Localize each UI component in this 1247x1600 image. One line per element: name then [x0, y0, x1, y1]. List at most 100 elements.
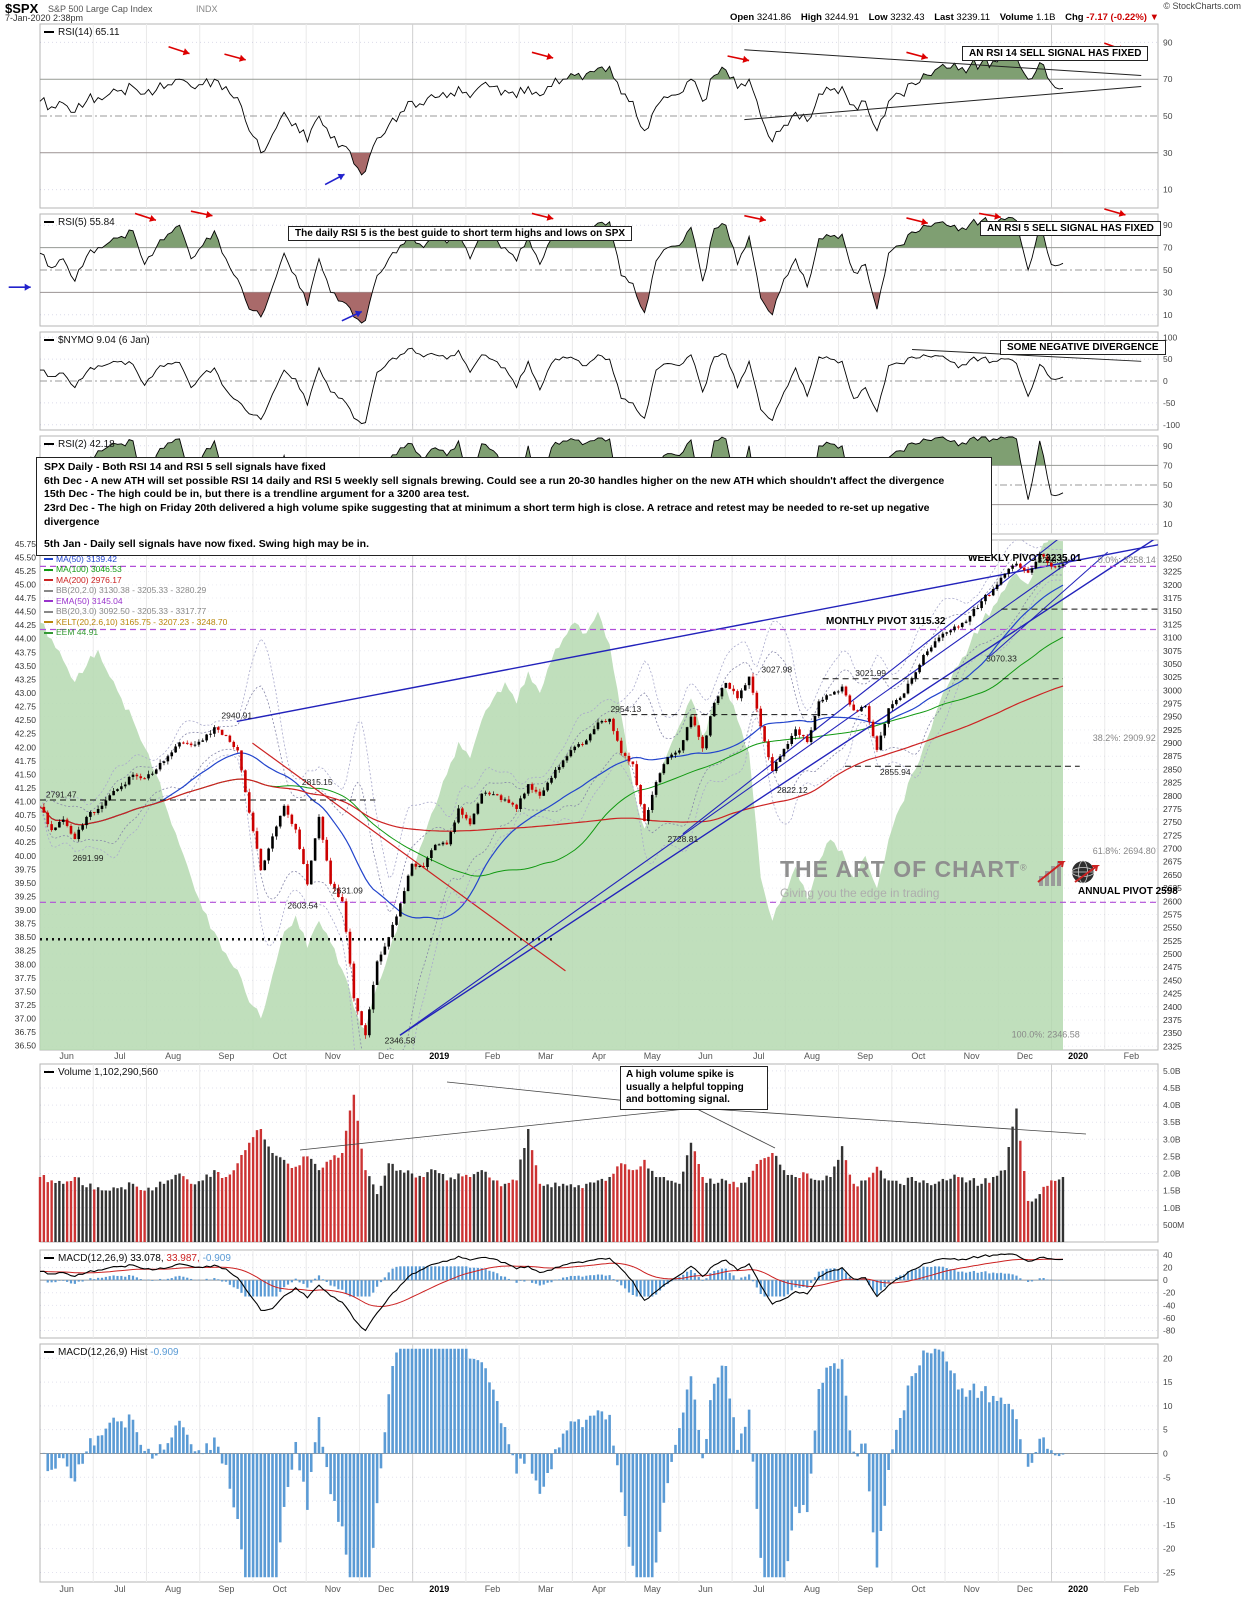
svg-text:43.50: 43.50	[15, 661, 37, 671]
svg-text:4.5B: 4.5B	[1163, 1083, 1181, 1093]
nymo-title: $NYMO 9.04 (6 Jan)	[44, 335, 150, 346]
svg-text:45.25: 45.25	[15, 566, 37, 576]
monthly-pivot-label: MONTHLY PIVOT 3115.32	[826, 616, 946, 627]
svg-text:41.00: 41.00	[15, 797, 37, 807]
volume-value: 1.1B	[1035, 12, 1056, 23]
svg-text:50: 50	[1163, 265, 1173, 275]
volume-title: Volume 1,102,290,560	[44, 1067, 158, 1078]
svg-text:Nov: Nov	[325, 1051, 342, 1061]
svg-text:45.75: 45.75	[15, 539, 37, 549]
svg-text:42.50: 42.50	[15, 715, 37, 725]
svg-text:3075: 3075	[1163, 646, 1182, 656]
svg-text:38.25: 38.25	[15, 946, 37, 956]
svg-text:Nov: Nov	[964, 1051, 981, 1061]
svg-text:44.75: 44.75	[15, 593, 37, 603]
svg-text:40: 40	[1163, 1250, 1173, 1260]
svg-text:3100: 3100	[1163, 633, 1182, 643]
svg-text:Feb: Feb	[1124, 1584, 1140, 1594]
svg-text:Oct: Oct	[911, 1051, 926, 1061]
svg-text:Dec: Dec	[378, 1584, 395, 1594]
svg-text:5: 5	[1163, 1425, 1168, 1435]
svg-text:Jul: Jul	[114, 1584, 126, 1594]
svg-text:2855.94: 2855.94	[880, 767, 911, 777]
svg-text:2325: 2325	[1163, 1041, 1182, 1051]
svg-text:2.5B: 2.5B	[1163, 1151, 1181, 1161]
svg-text:20: 20	[1163, 1353, 1173, 1363]
svg-text:2.0B: 2.0B	[1163, 1169, 1181, 1179]
svg-text:2791.47: 2791.47	[46, 790, 77, 800]
svg-text:2575: 2575	[1163, 909, 1182, 919]
svg-text:-20: -20	[1163, 1288, 1176, 1298]
svg-text:44.00: 44.00	[15, 634, 37, 644]
svg-text:39.00: 39.00	[15, 905, 37, 915]
svg-text:Mar: Mar	[538, 1051, 554, 1061]
svg-text:-100: -100	[1163, 420, 1180, 430]
svg-text:2725: 2725	[1163, 830, 1182, 840]
svg-text:0: 0	[1163, 1448, 1168, 1458]
svg-text:2950: 2950	[1163, 712, 1182, 722]
open-value: 3241.86	[756, 12, 792, 23]
svg-text:2975: 2975	[1163, 698, 1182, 708]
legend-item: EEM 44.91	[44, 627, 227, 638]
chg-label: Chg	[1065, 12, 1084, 23]
symbol: $SPX	[5, 1, 39, 16]
svg-text:3027.98: 3027.98	[761, 665, 792, 675]
svg-text:Aug: Aug	[804, 1051, 820, 1061]
svg-text:5.0B: 5.0B	[1163, 1066, 1181, 1076]
legend-item: BB(20,3.0) 3092.50 - 3205.33 - 3317.77	[44, 606, 227, 617]
svg-text:Aug: Aug	[804, 1584, 820, 1594]
svg-text:-10: -10	[1163, 1496, 1176, 1506]
art-of-chart-logo: THE ART OF CHART® Giving you the edge in…	[780, 856, 1101, 900]
svg-text:2650: 2650	[1163, 870, 1182, 880]
open-label: Open	[729, 12, 755, 23]
rsi5-title: RSI(5) 55.84	[44, 217, 115, 228]
commentary-line: 5th Jan - Daily sell signals have now fi…	[44, 538, 369, 551]
svg-text:10: 10	[1163, 310, 1173, 320]
price-legend: $SPX (Daily) 3239.11MA(50) 3139.42MA(100…	[44, 543, 227, 638]
svg-text:Jun: Jun	[698, 1584, 713, 1594]
svg-text:May: May	[644, 1051, 662, 1061]
svg-text:Jul: Jul	[753, 1051, 765, 1061]
svg-text:Jun: Jun	[59, 1051, 74, 1061]
svg-text:40.50: 40.50	[15, 824, 37, 834]
svg-text:2940.91: 2940.91	[221, 711, 252, 721]
rsi14-sell-annotation: AN RSI 14 SELL SIGNAL HAS FIXED	[962, 46, 1149, 61]
svg-text:2450: 2450	[1163, 975, 1182, 985]
svg-text:50: 50	[1163, 111, 1173, 121]
svg-text:2925: 2925	[1163, 725, 1182, 735]
svg-text:41.25: 41.25	[15, 783, 37, 793]
hist-title: MACD(12,26,9) Hist -0.909	[44, 1347, 179, 1358]
legend-item: MA(200) 2976.17	[44, 575, 227, 586]
svg-text:40.25: 40.25	[15, 837, 37, 847]
logo-chart-globe-icon	[1037, 860, 1101, 886]
series-icon	[44, 31, 54, 34]
chg-value: -7.17 (-0.22%) ▼	[1086, 12, 1159, 23]
copyright: © StockCharts.com	[1163, 1, 1241, 11]
svg-text:10: 10	[1163, 185, 1173, 195]
weekly-pivot-label: WEEKLY PIVOT 3235.01	[968, 553, 1082, 564]
svg-text:Feb: Feb	[485, 1584, 501, 1594]
svg-text:43.75: 43.75	[15, 647, 37, 657]
svg-text:Dec: Dec	[1017, 1584, 1034, 1594]
svg-text:0.0%: 3258.14: 0.0%: 3258.14	[1098, 555, 1156, 565]
svg-text:Feb: Feb	[485, 1051, 501, 1061]
svg-text:May: May	[644, 1584, 662, 1594]
macd-hist-panel: 20 15 10 5 0 -5 -10 -15 -20 -25	[39, 1343, 1176, 1583]
svg-text:-50: -50	[1163, 398, 1176, 408]
commentary-line: 6th Dec - A new ATH will set possible RS…	[44, 474, 945, 487]
commentary-box: SPX Daily - Both RSI 14 and RSI 5 sell s…	[36, 457, 992, 556]
svg-text:Nov: Nov	[325, 1584, 342, 1594]
svg-text:40.75: 40.75	[15, 810, 37, 820]
svg-text:38.2%: 2909.92: 38.2%: 2909.92	[1093, 733, 1156, 743]
svg-text:Aug: Aug	[165, 1584, 181, 1594]
svg-text:38.00: 38.00	[15, 959, 37, 969]
svg-text:Jul: Jul	[114, 1051, 126, 1061]
svg-text:2625: 2625	[1163, 883, 1182, 893]
svg-text:20: 20	[1163, 1263, 1173, 1273]
commentary-line: SPX Daily - Both RSI 14 and RSI 5 sell s…	[44, 461, 326, 473]
svg-text:1.5B: 1.5B	[1163, 1186, 1181, 1196]
svg-text:2728.81: 2728.81	[667, 834, 698, 844]
rsi5-sell-annotation: AN RSI 5 SELL SIGNAL HAS FIXED	[980, 221, 1161, 236]
svg-text:-60: -60	[1163, 1313, 1176, 1323]
svg-text:38.50: 38.50	[15, 932, 37, 942]
